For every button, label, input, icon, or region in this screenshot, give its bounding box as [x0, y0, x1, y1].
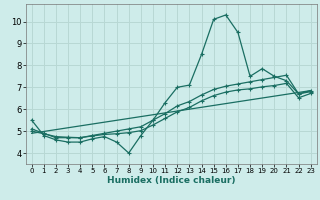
X-axis label: Humidex (Indice chaleur): Humidex (Indice chaleur) [107, 176, 236, 185]
